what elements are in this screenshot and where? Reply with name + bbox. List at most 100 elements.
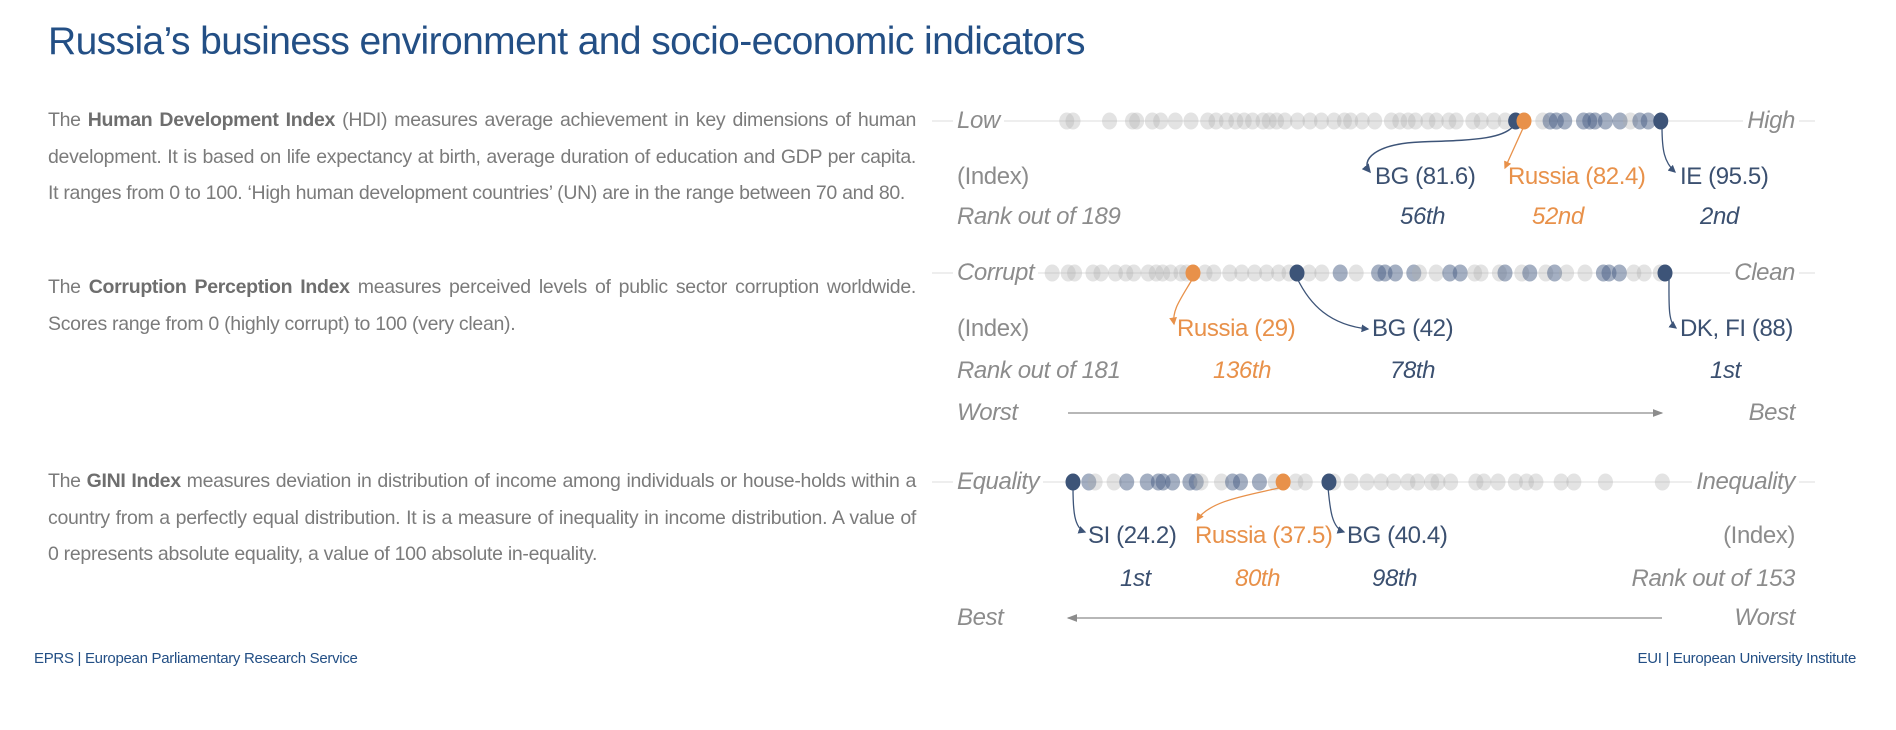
- cpi-country-dot: [1577, 264, 1593, 282]
- gini-bg-connector: [1327, 486, 1346, 534]
- gini-bg-label: BG (40.4): [1347, 522, 1448, 549]
- gini-country-dot: [1528, 473, 1544, 491]
- gini-country-dot: [1297, 473, 1313, 491]
- gini-text-post: measures deviation in distribution of in…: [48, 470, 916, 565]
- gini-country-dot: [1654, 473, 1670, 491]
- gini-text-pre: The: [48, 470, 87, 492]
- cpi-text-pre: The: [48, 276, 89, 298]
- hdi-country-dot: [1245, 112, 1261, 130]
- hdi-country-dot: [1392, 112, 1408, 130]
- gini-country-dot: [1251, 473, 1267, 491]
- hdi-country-dot: [1208, 112, 1224, 130]
- cpi-worst-label: Worst: [957, 399, 1018, 426]
- gini-country-dot: [1409, 473, 1425, 491]
- gini-highlight-dot: [1065, 473, 1081, 491]
- hdi-highlight-dot: [1516, 112, 1532, 130]
- gini-country-dot: [1386, 473, 1402, 491]
- hdi-ie-connector: [1661, 125, 1676, 173]
- hdi-rank-label: Rank out of 189: [957, 203, 1121, 230]
- cpi-dk-fi-label: DK, FI (88): [1680, 315, 1793, 342]
- gini-highlight-dot: [1321, 473, 1337, 491]
- hdi-country-dot: [1612, 112, 1628, 130]
- gini-country-dot: [1214, 473, 1230, 491]
- hdi-left-label: Low: [953, 107, 1004, 135]
- hdi-russia-label: Russia (82.4): [1508, 163, 1646, 190]
- gini-country-dot: [1507, 473, 1523, 491]
- cpi-country-dot: [1377, 264, 1393, 282]
- cpi-bg-label: BG (42): [1372, 315, 1454, 342]
- cpi-country-dot: [1522, 264, 1538, 282]
- cpi-country-dot: [1173, 264, 1189, 282]
- cpi-highlight-dot: [1657, 264, 1673, 282]
- gini-country-dot: [1468, 473, 1484, 491]
- cpi-country-dot: [1060, 264, 1076, 282]
- gini-right-label: Inequality: [1692, 468, 1799, 496]
- cpi-bg-connector: [1296, 277, 1370, 333]
- hdi-ie-label: IE (95.5): [1680, 163, 1769, 190]
- cpi-country-dot: [1085, 264, 1101, 282]
- hdi-bg-rank: 56th: [1400, 203, 1446, 230]
- cpi-unit-label: (Index): [957, 315, 1029, 342]
- footer-eprs: EPRS | European Parliamentary Research S…: [34, 650, 358, 667]
- gini-russia-label: Russia (37.5): [1195, 522, 1333, 549]
- gini-country-dot: [1373, 473, 1389, 491]
- gini-country-dot: [1165, 473, 1181, 491]
- cpi-country-dot: [1559, 264, 1575, 282]
- hdi-country-dot: [1407, 112, 1423, 130]
- cpi-country-dot: [1497, 264, 1513, 282]
- gini-rank-label: Rank out of 153: [1631, 565, 1796, 592]
- hdi-country-dot: [1059, 112, 1075, 130]
- cpi-country-dot: [1271, 264, 1287, 282]
- cpi-country-dot: [1332, 264, 1348, 282]
- gini-term: GINI Index: [86, 470, 182, 492]
- cpi-country-dot: [1155, 264, 1171, 282]
- hdi-country-dot: [1261, 112, 1277, 130]
- hdi-country-dot: [1441, 112, 1457, 130]
- gini-country-dot: [1139, 473, 1155, 491]
- hdi-country-dot: [1326, 112, 1342, 130]
- cpi-country-dot: [1473, 264, 1489, 282]
- hdi-country-dot: [1144, 112, 1160, 130]
- cpi-highlight-dot: [1289, 264, 1305, 282]
- gini-si-rank: 1st: [1120, 565, 1151, 592]
- hdi-country-dot: [1587, 112, 1603, 130]
- gini-best-label: Best: [957, 604, 1004, 631]
- gini-country-dot: [1343, 473, 1359, 491]
- hdi-right-label: High: [1743, 107, 1799, 135]
- cpi-russia-rank: 136th: [1213, 357, 1272, 384]
- cpi-left-label: Corrupt: [953, 259, 1039, 287]
- cpi-country-dot: [1107, 264, 1123, 282]
- cpi-country-dot: [1442, 264, 1458, 282]
- hdi-country-dot: [1557, 112, 1573, 130]
- hdi-country-dot: [1129, 112, 1145, 130]
- hdi-text-post: (HDI) measures average achievement in ke…: [48, 109, 916, 204]
- gini-country-dot: [1566, 473, 1582, 491]
- cpi-country-dot: [1093, 264, 1109, 282]
- cpi-country-dot: [1387, 264, 1403, 282]
- cpi-country-dot: [1044, 264, 1060, 282]
- hdi-country-dot: [1102, 112, 1118, 130]
- cpi-dk-fi-rank: 1st: [1710, 357, 1741, 384]
- cpi-country-dot: [1314, 264, 1330, 282]
- gini-highlight-dot: [1275, 473, 1291, 491]
- gini-country-dot: [1106, 473, 1122, 491]
- hdi-country-dot: [1448, 112, 1464, 130]
- hdi-country-dot: [1343, 112, 1359, 130]
- hdi-country-dot: [1420, 112, 1436, 130]
- cpi-right-label: Clean: [1730, 259, 1799, 287]
- cpi-country-dot: [1222, 264, 1238, 282]
- hdi-country-dot: [1465, 112, 1481, 130]
- cpi-country-dot: [1547, 264, 1563, 282]
- cpi-country-dot: [1467, 264, 1483, 282]
- gini-country-dot: [1476, 473, 1492, 491]
- cpi-country-dot: [1601, 264, 1617, 282]
- hdi-country-dot: [1497, 112, 1513, 130]
- hdi-country-dot: [1597, 112, 1613, 130]
- hdi-country-dot: [1336, 112, 1352, 130]
- cpi-best-label: Best: [1748, 399, 1796, 426]
- gini-country-dot: [1597, 473, 1613, 491]
- hdi-bg-connector: [1361, 123, 1516, 174]
- gini-country-dot: [1359, 473, 1375, 491]
- cpi-country-dot: [1067, 264, 1083, 282]
- hdi-country-dot: [1289, 112, 1305, 130]
